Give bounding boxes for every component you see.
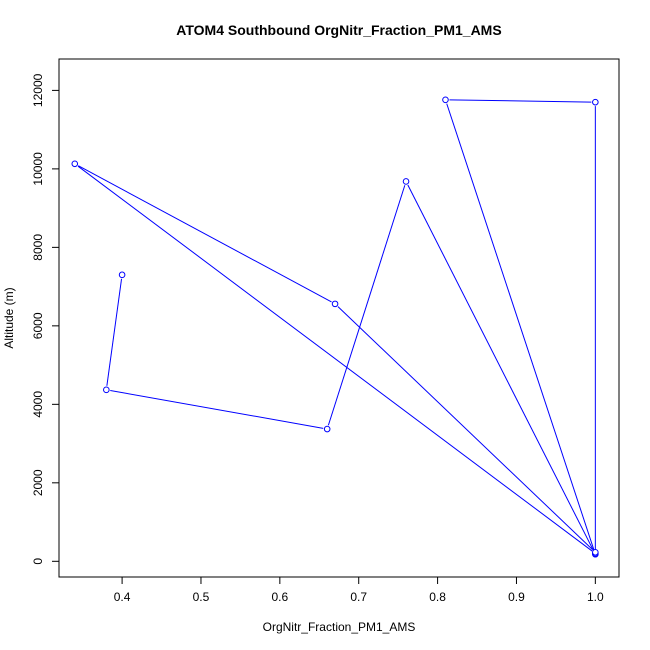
y-tick-label: 4000 xyxy=(31,391,45,418)
data-point xyxy=(402,178,410,185)
series-line-segment xyxy=(407,184,594,551)
data-point xyxy=(331,300,339,308)
x-axis-label: OrgNitr_Fraction_PM1_AMS xyxy=(263,620,416,634)
data-point xyxy=(118,271,126,279)
chart-title: ATOM4 Southbound OrgNitr_Fraction_PM1_AM… xyxy=(176,22,501,38)
series-line-segment xyxy=(449,99,592,103)
data-point xyxy=(592,548,599,556)
x-tick-label: 1.0 xyxy=(587,590,604,604)
series-line-segment xyxy=(446,103,595,551)
y-tick-label: 12000 xyxy=(31,73,45,107)
x-tick-label: 0.5 xyxy=(193,590,210,604)
x-axis: 0.4 0.5 0.6 0.7 0.8 0.9 1.0 xyxy=(114,577,604,604)
x-tick-label: 0.8 xyxy=(429,590,446,604)
y-axis-label: Altitude (m) xyxy=(2,287,16,348)
x-tick-label: 0.6 xyxy=(272,590,289,604)
series-line-segment xyxy=(110,390,324,429)
data-point xyxy=(442,96,449,104)
y-tick-label: 2000 xyxy=(31,469,45,496)
data-point xyxy=(103,386,110,394)
series-line-segment xyxy=(106,278,123,386)
y-axis: 0 2000 4000 6000 8000 10000 12000 xyxy=(31,73,59,565)
y-tick-label: 0 xyxy=(31,558,45,565)
y-tick-label: 8000 xyxy=(31,234,45,261)
x-tick-label: 0.9 xyxy=(508,590,525,604)
x-tick-label: 0.4 xyxy=(114,590,131,604)
series-line-segment xyxy=(327,185,406,426)
plot-frame xyxy=(58,58,620,578)
data-point xyxy=(592,98,599,106)
y-tick-label: 10000 xyxy=(31,152,45,186)
series-line-segment xyxy=(77,165,593,552)
data-point xyxy=(323,425,331,433)
y-tick-label: 6000 xyxy=(31,312,45,339)
x-tick-label: 0.7 xyxy=(350,590,367,604)
data-series xyxy=(71,96,599,558)
series-line-segment xyxy=(337,306,593,550)
data-point xyxy=(71,160,79,168)
series-line-segment xyxy=(78,165,332,303)
